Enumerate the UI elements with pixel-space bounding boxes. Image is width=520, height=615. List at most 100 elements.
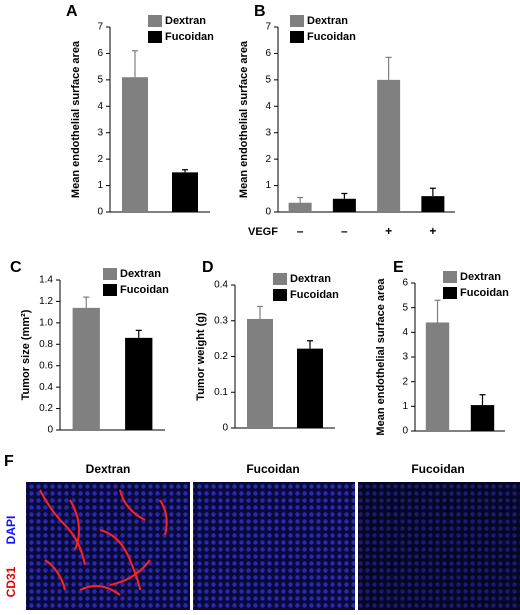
y-tick-label: 2 [402, 376, 408, 387]
bar [470, 405, 495, 431]
y-tick-label: 6 [97, 48, 103, 59]
y-tick-label: 0.2 [214, 351, 228, 362]
panel-label: C [10, 259, 22, 276]
y-tick-label: 1.4 [39, 275, 53, 286]
bar [172, 172, 198, 212]
y-tick-label: 0 [47, 425, 53, 436]
legend-swatch [273, 273, 287, 285]
panel-label: F [4, 453, 14, 470]
bar [377, 79, 401, 212]
bar [297, 348, 323, 428]
legend-swatch [290, 15, 304, 27]
y-tick-label: 5 [402, 302, 408, 313]
y-tick-label: 0.4 [39, 382, 53, 393]
y-tick-label: 1 [97, 180, 103, 191]
legend-label: Dextran [165, 15, 206, 27]
legend-swatch [290, 31, 304, 43]
stain-label: CD31 [4, 566, 18, 597]
micrograph [26, 482, 190, 610]
legend-label: Fucoidan [165, 31, 214, 43]
legend-label: Dextran [460, 271, 501, 283]
y-tick-label: 3 [402, 352, 408, 363]
y-tick-label: 0.6 [39, 360, 53, 371]
bar [125, 337, 153, 430]
x-tick-label: – [341, 224, 348, 238]
y-tick-label: 0.3 [214, 315, 228, 326]
y-tick-label: 6 [265, 48, 271, 59]
x-tick-label: – [297, 224, 304, 238]
y-tick-label: 0 [222, 423, 228, 434]
column-title: Dextran [86, 462, 131, 476]
legend-swatch [103, 268, 117, 280]
error-bar [257, 305, 263, 319]
bar [247, 318, 273, 428]
bar [122, 77, 148, 212]
y-tick-label: 1.0 [39, 317, 53, 328]
legend-swatch [273, 289, 287, 301]
legend-label: Fucoidan [460, 287, 509, 299]
panel-label: B [254, 3, 266, 20]
x-axis-label: VEGF [248, 226, 278, 238]
legend-label: Dextran [120, 268, 161, 280]
error-bar [479, 394, 486, 406]
bar [425, 322, 450, 431]
y-tick-label: 1 [402, 401, 408, 412]
y-axis-label: Tumor weight (g) [195, 312, 207, 401]
y-tick-label: 4 [97, 101, 103, 112]
y-tick-label: 3 [265, 127, 271, 138]
y-tick-label: 0.8 [39, 339, 53, 350]
error-bar [297, 196, 304, 203]
micrograph [193, 482, 355, 610]
legend-label: Fucoidan [290, 289, 339, 301]
legend-label: Fucoidan [120, 284, 169, 296]
y-tick-label: 5 [265, 74, 271, 85]
y-axis-label: Mean endothelial surface area [375, 278, 387, 436]
error-bar [132, 50, 138, 78]
column-title: Fucoidan [246, 462, 299, 476]
bar [332, 198, 356, 212]
legend-swatch [148, 15, 162, 27]
x-tick-label: + [385, 224, 392, 238]
legend-swatch [148, 31, 162, 43]
legend-label: Dextran [290, 273, 331, 285]
bar [72, 307, 100, 430]
error-bar [341, 192, 348, 199]
y-tick-label: 4 [265, 101, 271, 112]
y-tick-label: 0 [265, 207, 271, 218]
y-tick-label: 6 [402, 278, 408, 289]
legend-label: Dextran [307, 15, 348, 27]
legend-swatch [443, 271, 457, 283]
column-title: Fucoidan [411, 462, 464, 476]
y-tick-label: 5 [97, 74, 103, 85]
error-bar [135, 329, 142, 338]
error-bar [434, 299, 441, 323]
y-axis-label: Mean endothelial surface area [70, 40, 82, 198]
stain-label: DAPI [4, 516, 18, 545]
y-tick-label: 0.2 [39, 403, 53, 414]
y-axis-label: Mean endothelial surface area [238, 40, 250, 198]
y-tick-label: 0 [97, 207, 103, 218]
legend-label: Fucoidan [307, 31, 356, 43]
panel-label: D [202, 259, 214, 276]
error-bar [385, 56, 392, 80]
panel-label: A [66, 3, 78, 20]
y-tick-label: 0.4 [214, 280, 228, 291]
y-tick-label: 7 [265, 22, 271, 33]
y-tick-label: 0.1 [214, 387, 228, 398]
error-bar [83, 296, 90, 308]
error-bar [429, 187, 436, 197]
y-axis-label: Tumor size (mm²) [20, 309, 32, 400]
y-tick-label: 7 [97, 22, 103, 33]
y-tick-label: 0 [402, 426, 408, 437]
bar [288, 202, 312, 212]
y-tick-label: 4 [402, 327, 408, 338]
error-bar [182, 169, 188, 173]
y-tick-label: 1.2 [39, 296, 53, 307]
micrograph [358, 482, 520, 610]
panel-label: E [393, 259, 404, 276]
legend-swatch [103, 284, 117, 296]
y-tick-label: 3 [97, 127, 103, 138]
bar [421, 196, 445, 212]
x-tick-label: + [429, 224, 436, 238]
